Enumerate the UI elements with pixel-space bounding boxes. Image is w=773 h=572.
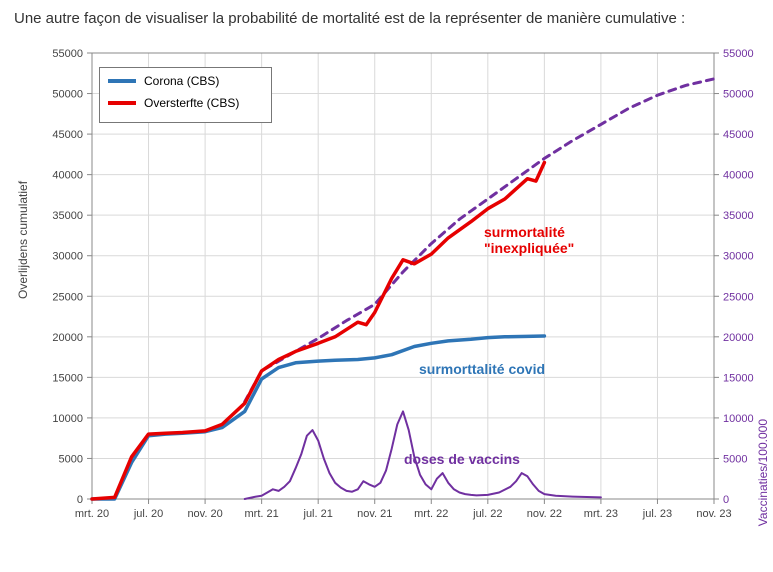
svg-text:10000: 10000 bbox=[723, 413, 754, 425]
svg-text:nov. 22: nov. 22 bbox=[527, 508, 562, 520]
svg-text:5000: 5000 bbox=[723, 453, 747, 465]
svg-text:15000: 15000 bbox=[52, 372, 83, 384]
svg-text:jul. 22: jul. 22 bbox=[472, 508, 502, 520]
legend-item: Oversterfte (CBS) bbox=[108, 96, 263, 110]
svg-text:45000: 45000 bbox=[52, 129, 83, 141]
svg-text:nov. 21: nov. 21 bbox=[357, 508, 392, 520]
svg-text:55000: 55000 bbox=[723, 48, 754, 60]
y-left-axis-label: Overlijdens cumulatief bbox=[16, 181, 30, 299]
svg-text:50000: 50000 bbox=[52, 89, 83, 101]
svg-text:mrt. 22: mrt. 22 bbox=[414, 508, 448, 520]
series-proj bbox=[245, 79, 714, 402]
svg-text:nov. 23: nov. 23 bbox=[696, 508, 731, 520]
svg-text:25000: 25000 bbox=[723, 291, 754, 303]
legend-label: Corona (CBS) bbox=[144, 74, 219, 88]
chart-annotation: doses de vaccins bbox=[404, 451, 520, 467]
svg-text:0: 0 bbox=[723, 494, 729, 506]
svg-text:30000: 30000 bbox=[723, 251, 754, 263]
svg-text:50000: 50000 bbox=[723, 89, 754, 101]
svg-text:20000: 20000 bbox=[52, 332, 83, 344]
svg-text:mrt. 20: mrt. 20 bbox=[75, 508, 109, 520]
svg-text:jul. 23: jul. 23 bbox=[642, 508, 672, 520]
svg-text:55000: 55000 bbox=[52, 48, 83, 60]
intro-text: Une autre façon de visualiser la probabi… bbox=[14, 8, 759, 29]
legend-swatch bbox=[108, 101, 136, 105]
legend-label: Oversterfte (CBS) bbox=[144, 96, 239, 110]
svg-text:35000: 35000 bbox=[52, 210, 83, 222]
svg-text:45000: 45000 bbox=[723, 129, 754, 141]
svg-text:40000: 40000 bbox=[52, 170, 83, 182]
svg-text:mrt. 23: mrt. 23 bbox=[584, 508, 618, 520]
svg-text:0: 0 bbox=[77, 494, 83, 506]
svg-text:jul. 21: jul. 21 bbox=[303, 508, 333, 520]
legend-item: Corona (CBS) bbox=[108, 74, 263, 88]
chart-legend: Corona (CBS) Oversterfte (CBS) bbox=[99, 67, 272, 123]
svg-text:10000: 10000 bbox=[52, 413, 83, 425]
chart-annotation: surmortalité"inexpliquée" bbox=[484, 224, 574, 256]
mortality-chart: 0 5000 10000 15000 20000 25000 30000 35000 40000… bbox=[14, 39, 758, 539]
svg-text:30000: 30000 bbox=[52, 251, 83, 263]
svg-text:35000: 35000 bbox=[723, 210, 754, 222]
svg-text:20000: 20000 bbox=[723, 332, 754, 344]
chart-annotation: surmorttalité covid bbox=[419, 361, 545, 377]
svg-text:jul. 20: jul. 20 bbox=[133, 508, 163, 520]
svg-text:15000: 15000 bbox=[723, 372, 754, 384]
svg-text:mrt. 21: mrt. 21 bbox=[245, 508, 279, 520]
svg-text:nov. 20: nov. 20 bbox=[187, 508, 222, 520]
svg-text:40000: 40000 bbox=[723, 170, 754, 182]
y-right-axis-label: Vaccinaties/100.000 bbox=[756, 419, 770, 526]
svg-text:25000: 25000 bbox=[52, 291, 83, 303]
svg-text:5000: 5000 bbox=[59, 453, 83, 465]
legend-swatch bbox=[108, 79, 136, 83]
